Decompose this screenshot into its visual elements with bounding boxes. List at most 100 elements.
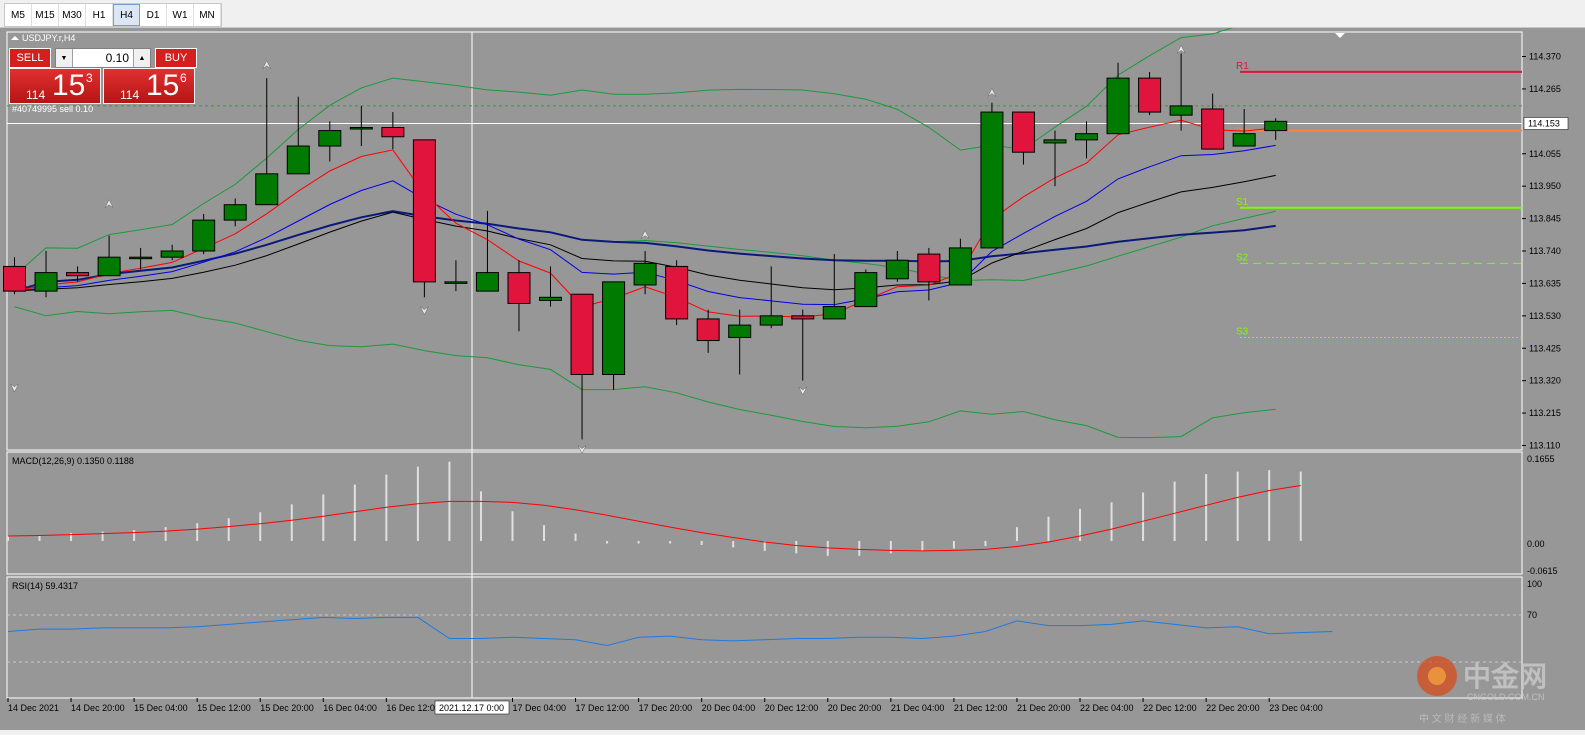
macd-histogram-bar [322, 494, 325, 541]
candle [948, 238, 972, 286]
bollinger-upper-band [14, 12, 1276, 277]
macd-histogram-bar [1110, 502, 1113, 541]
candle [1106, 62, 1130, 135]
candle [255, 78, 279, 206]
candle-body [1138, 77, 1162, 113]
macd-histogram-bar [290, 504, 293, 541]
candle-body [759, 315, 783, 326]
price-axis-label: 113.740 [1529, 246, 1561, 256]
time-axis-label: 20 Dec 04:00 [702, 703, 756, 713]
macd-histogram-bar [133, 530, 136, 541]
candle-body [1106, 77, 1130, 135]
sell-price-tile[interactable]: 114 15 3 [9, 68, 101, 104]
r1-pivot-label: R1 [1236, 61, 1249, 72]
candle [1043, 130, 1067, 187]
chart-area[interactable]: R1 PP S1 S2 S3 114.370 114.265 114.055 113.950 11… [0, 12, 1585, 730]
macd-histogram-bar [259, 512, 262, 541]
lot-decrease-arrow-icon[interactable]: ▼ [56, 49, 73, 67]
macd-axis-label: -0.0615 [1527, 566, 1558, 576]
timeframe-button-h4[interactable]: H4 [113, 4, 140, 26]
macd-histogram-bar [101, 531, 104, 541]
candle [633, 251, 657, 295]
cngold-watermark: 中金网 CNGOLD.COM.CN 中 文 财 经 新 媒 体 [1411, 652, 1585, 730]
lot-size-input[interactable] [73, 49, 133, 67]
buy-button[interactable]: BUY [155, 48, 197, 68]
timeframe-button-m15[interactable]: M15 [32, 4, 59, 26]
candle [791, 309, 815, 381]
macd-label: MACD(12,26,9) 0.1350 0.1188 [12, 456, 134, 466]
candle-body [665, 265, 689, 320]
rsi-line [7, 616, 1333, 647]
rsi-axis-label-100: 100 [1527, 579, 1542, 589]
time-axis-label: 20 Dec 12:00 [765, 703, 819, 713]
fractal-down-arrow-icon [420, 306, 429, 316]
price-axis-label: 113.635 [1529, 278, 1561, 288]
lot-increase-arrow-icon[interactable]: ▲ [133, 49, 150, 67]
fractal-down-arrow-icon [577, 445, 587, 455]
timeframe-button-d1[interactable]: D1 [140, 4, 167, 26]
rsi-axis-label-70: 70 [1527, 610, 1537, 620]
macd-histogram-bar [1142, 492, 1145, 541]
candle [759, 266, 783, 329]
fractal-up-arrow-icon [104, 199, 114, 208]
candle-body [570, 293, 594, 375]
candle [1264, 118, 1288, 140]
timeframe-button-w1[interactable]: W1 [167, 4, 194, 26]
macd-histogram-bar [889, 541, 892, 554]
timeframe-button-m5[interactable]: M5 [5, 4, 32, 26]
macd-histogram-bar [1268, 470, 1271, 541]
chart-shift-marker-icon [1335, 33, 1345, 38]
candle [665, 260, 689, 326]
rsi-label: RSI(14) 59.4317 [12, 581, 78, 591]
candle-body [349, 127, 373, 130]
rsi-panel [6, 576, 1523, 699]
fractal-up-arrow-icon [987, 87, 997, 97]
sell-button[interactable]: SELL [9, 48, 51, 68]
candle [854, 269, 878, 308]
macd-histogram-bar [952, 541, 955, 549]
pp-pivot-label: PP [1236, 127, 1250, 138]
candle [728, 309, 752, 375]
macd-histogram-bar [858, 541, 861, 556]
price-chart-canvas[interactable]: R1 PP S1 S2 S3 114.370 114.265 114.055 113.950 11… [0, 12, 1585, 730]
candle-body [1011, 111, 1035, 153]
macd-axis-label: 0.1655 [1527, 454, 1555, 464]
candle-body [255, 173, 279, 206]
price-axis-label: 113.320 [1529, 376, 1561, 386]
buy-price-tile[interactable]: 114 15 6 [103, 68, 195, 104]
macd-histogram-bar [1299, 471, 1302, 541]
candle [570, 293, 594, 440]
macd-histogram-bar [921, 541, 924, 551]
macd-histogram-bar [984, 541, 987, 546]
candle [349, 105, 373, 147]
candle-body [412, 139, 436, 283]
time-axis-label: 22 Dec 20:00 [1206, 703, 1260, 713]
timeframe-button-mn[interactable]: MN [194, 4, 221, 26]
watermark-sub: 中 文 财 经 新 媒 体 [1419, 712, 1506, 725]
macd-histogram-bar [70, 533, 73, 541]
time-axis-label: 21 Dec 12:00 [954, 703, 1008, 713]
macd-histogram-bar [606, 541, 609, 544]
sell-price-main: 15 [52, 69, 86, 102]
timeframe-button-m30[interactable]: M30 [59, 4, 86, 26]
candle [1169, 53, 1193, 131]
time-axis-label: 21 Dec 20:00 [1017, 703, 1071, 713]
time-axis-label: 20 Dec 20:00 [828, 703, 882, 713]
candle [1201, 93, 1225, 150]
candle-body [192, 219, 216, 252]
candle [412, 139, 436, 298]
candle-body [885, 259, 909, 280]
candle-body [160, 250, 184, 258]
time-axis-label: 22 Dec 12:00 [1143, 703, 1197, 713]
buy-price-pip: 6 [180, 71, 187, 85]
moving-average-slow [14, 210, 1276, 293]
candle-body [1043, 139, 1067, 144]
macd-signal-line [7, 485, 1301, 552]
fractal-down-arrow-icon [798, 386, 807, 396]
timeframe-button-h1[interactable]: H1 [86, 4, 113, 26]
candle-body [791, 315, 815, 320]
time-axis-label: 23 Dec 04:00 [1269, 703, 1323, 713]
macd-panel [6, 451, 1523, 575]
candle [3, 257, 26, 295]
time-axis-label: 14 Dec 20:00 [71, 703, 125, 713]
